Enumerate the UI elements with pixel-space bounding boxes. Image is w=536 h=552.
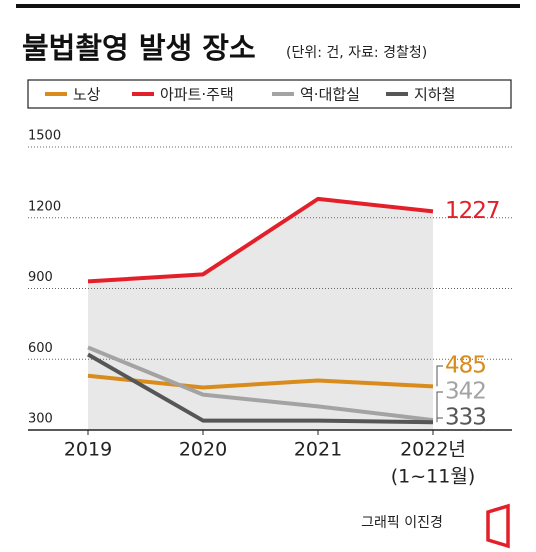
value-label: 1227 — [445, 198, 500, 224]
legend: 노상 아파트·주택 역·대합실 지하철 — [45, 86, 455, 104]
legend-label: 지하철 — [414, 86, 455, 104]
label-connector — [436, 417, 443, 423]
legend-label: 아파트·주택 — [160, 86, 234, 104]
series-line — [87, 352, 434, 425]
value-label: 333 — [445, 405, 486, 431]
chart-subtitle: (단위: 건, 자료: 경찰청) — [286, 45, 427, 61]
y-tick-label: 1200 — [28, 199, 61, 214]
y-tick-label: 600 — [28, 341, 53, 356]
area-fill — [88, 198, 433, 430]
legend-box — [27, 79, 512, 109]
x-note: (1~11월) — [391, 466, 476, 488]
y-tick-label: 900 — [28, 270, 53, 285]
x-tick-label: 2022년 — [400, 439, 466, 461]
value-label: 342 — [445, 379, 486, 405]
y-tick-label: 1500 — [28, 129, 61, 144]
value-label: 485 — [445, 353, 486, 379]
series-line — [87, 196, 434, 284]
credit: 그래픽 이진경 — [361, 515, 443, 531]
chart-title: 불법촬영 발생 장소 — [22, 31, 256, 65]
y-tick-label: 300 — [28, 412, 53, 427]
x-tick-label: 2021 — [294, 439, 342, 461]
series-line — [87, 345, 434, 423]
plot: 300 600 900 1200 1500 2019 2020 2021 2022년 (1~11월… — [28, 129, 512, 488]
logo-icon — [486, 503, 510, 549]
label-connector — [436, 391, 443, 421]
series-line — [87, 373, 434, 390]
x-tick-label: 2020 — [179, 439, 227, 461]
legend-label: 역·대합실 — [300, 86, 360, 104]
top-rule — [16, 4, 520, 8]
x-tick-label: 2019 — [64, 439, 112, 461]
legend-label: 노상 — [73, 86, 101, 104]
label-connector — [436, 365, 443, 387]
